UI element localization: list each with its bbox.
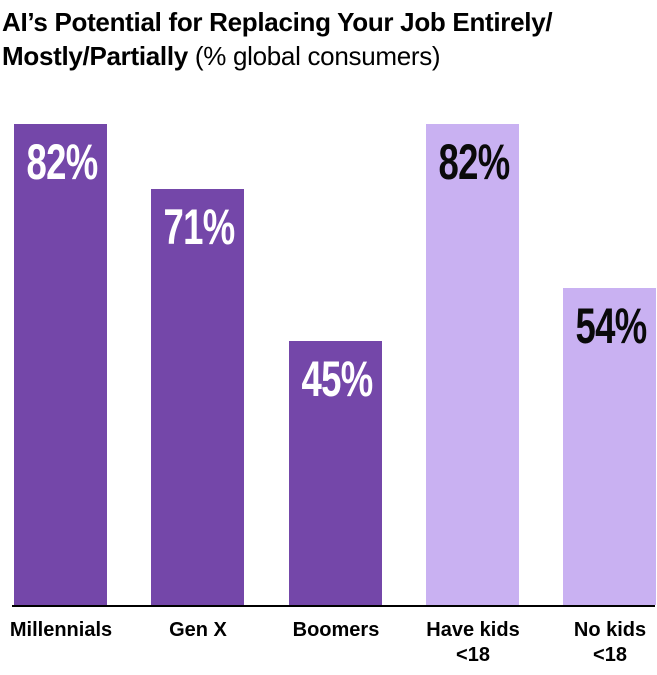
category-label-line1: Gen X [169,619,227,641]
category-label-line1: Boomers [292,619,380,641]
bar-value-label-no-kids-under-18: 54% [575,298,648,354]
category-label-line1: Millennials [9,619,113,641]
chart-title-line2: Mostly/Partially (% global consumers) [2,39,657,73]
category-label-line1: Have kids [426,619,520,641]
category-label-line2: <18 [593,644,627,666]
bar-value-label-boomers: 45% [301,351,374,407]
bar-gen-x: 71% [151,189,244,605]
chart-title: AI’s Potential for Replacing Your Job En… [2,5,657,73]
bar-millennials: 82% [14,124,107,605]
chart-title-line1-text: AI’s Potential for Replacing Your Job En… [2,7,553,37]
bar-boomers: 45% [289,341,382,605]
category-label-millennials: Millennials [0,618,136,643]
chart-title-line2-bold-text: Mostly/Partially [2,41,188,71]
chart-subtitle-text: (% global consumers) [187,41,441,71]
bar-value-label-have-kids-under-18: 82% [438,134,511,190]
bar-no-kids-under-18: 54% [563,288,656,605]
x-axis-line [12,605,655,607]
category-label-line2: <18 [456,644,490,666]
chart-title-line1: AI’s Potential for Replacing Your Job En… [2,5,657,39]
category-label-gen-x: Gen X [123,618,273,643]
category-label-line1: No kids [573,619,647,641]
category-label-have-kids-under-18: Have kids <18 [398,618,548,668]
bar-value-label-gen-x: 71% [163,199,236,255]
category-label-no-kids-under-18: No kids <18 [535,618,657,668]
bar-have-kids-under-18: 82% [426,124,519,605]
category-label-boomers: Boomers [261,618,411,643]
bar-value-label-millennials: 82% [26,134,99,190]
